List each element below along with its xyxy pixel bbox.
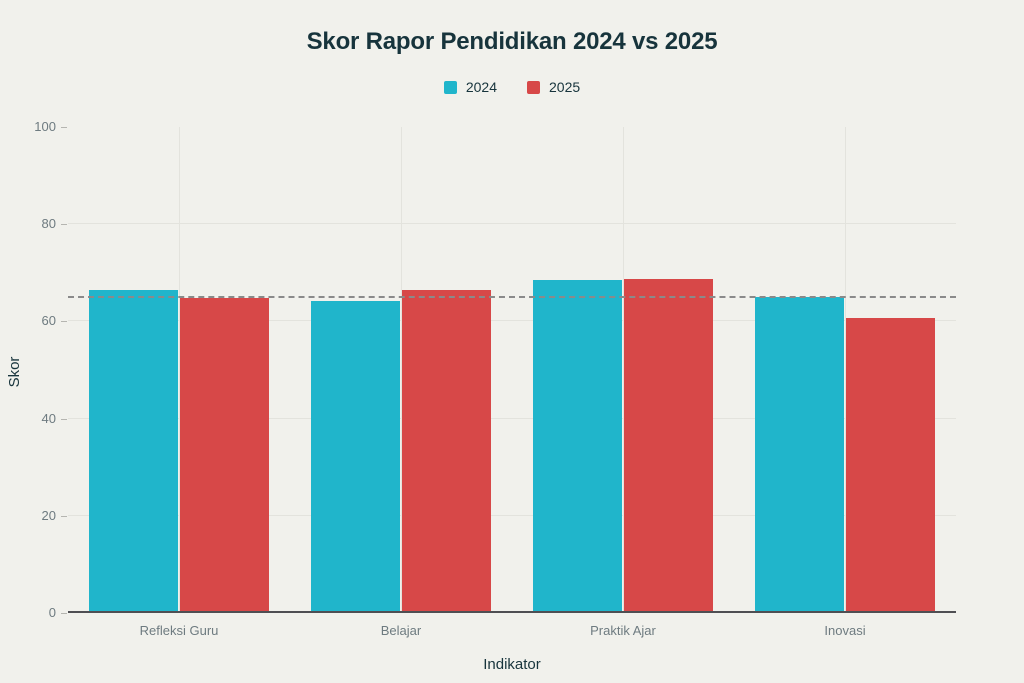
- bar-group-belajar: [290, 127, 512, 613]
- bar-2024-refleksi-guru[interactable]: [89, 289, 178, 613]
- bar-group-refleksi-guru: [68, 127, 290, 613]
- y-tick-label: 40: [41, 410, 56, 426]
- y-tick-label: 20: [41, 507, 56, 523]
- y-tick-label: 0: [48, 605, 56, 620]
- x-axis-line: [68, 611, 956, 613]
- legend-item-2025[interactable]: 2025: [527, 79, 580, 95]
- y-tick-mark: [61, 321, 67, 323]
- legend: 2024 2025: [0, 79, 1024, 95]
- y-gridline: [68, 223, 956, 225]
- y-gridline: [68, 514, 956, 516]
- y-tick-mark: [61, 515, 67, 517]
- legend-swatch-icon: [443, 80, 457, 94]
- bar-2025-praktik-ajar[interactable]: [624, 278, 713, 613]
- bars-layer: [68, 127, 956, 613]
- y-tick-mark: [61, 418, 67, 420]
- x-tick-label: Refleksi Guru: [139, 623, 219, 638]
- x-tick-label: Belajar: [380, 623, 422, 638]
- y-gridline: [68, 417, 956, 419]
- x-tick-label: Praktik Ajar: [590, 623, 656, 638]
- y-tick-mark: [61, 127, 67, 128]
- y-tick-mark: [61, 613, 67, 614]
- plot-area: [68, 127, 956, 613]
- bar-2025-belajar[interactable]: [402, 289, 491, 613]
- bar-2025-inovasi[interactable]: [846, 318, 935, 613]
- bar-2024-belajar[interactable]: [311, 301, 400, 613]
- bar-group-inovasi: [734, 127, 956, 613]
- y-axis-title: Skor: [6, 356, 23, 388]
- bar-2024-inovasi[interactable]: [755, 297, 844, 613]
- y-tick-label: 80: [41, 216, 56, 232]
- y-tick-label: 100: [34, 119, 56, 134]
- x-gridline: [845, 127, 846, 613]
- bar-group-praktik-ajar: [512, 127, 734, 613]
- legend-label: 2024: [465, 79, 497, 95]
- bar-2025-refleksi-guru[interactable]: [180, 297, 269, 613]
- y-tick-mark: [61, 224, 67, 226]
- y-gridline: [68, 320, 956, 322]
- y-tick-label: 60: [41, 313, 56, 329]
- x-gridline: [623, 127, 624, 613]
- legend-item-2024[interactable]: 2024: [443, 79, 497, 95]
- bar-2024-praktik-ajar[interactable]: [533, 280, 622, 613]
- legend-swatch-icon: [527, 80, 540, 94]
- x-gridline: [401, 127, 402, 613]
- legend-label: 2025: [549, 79, 581, 95]
- x-gridline: [179, 127, 180, 613]
- chart-title: Skor Rapor Pendidikan 2024 vs 2025: [306, 28, 718, 55]
- x-axis-title: Indikator: [483, 656, 541, 673]
- x-tick-label: Inovasi: [824, 623, 866, 638]
- reference-dashed-line: [68, 296, 956, 299]
